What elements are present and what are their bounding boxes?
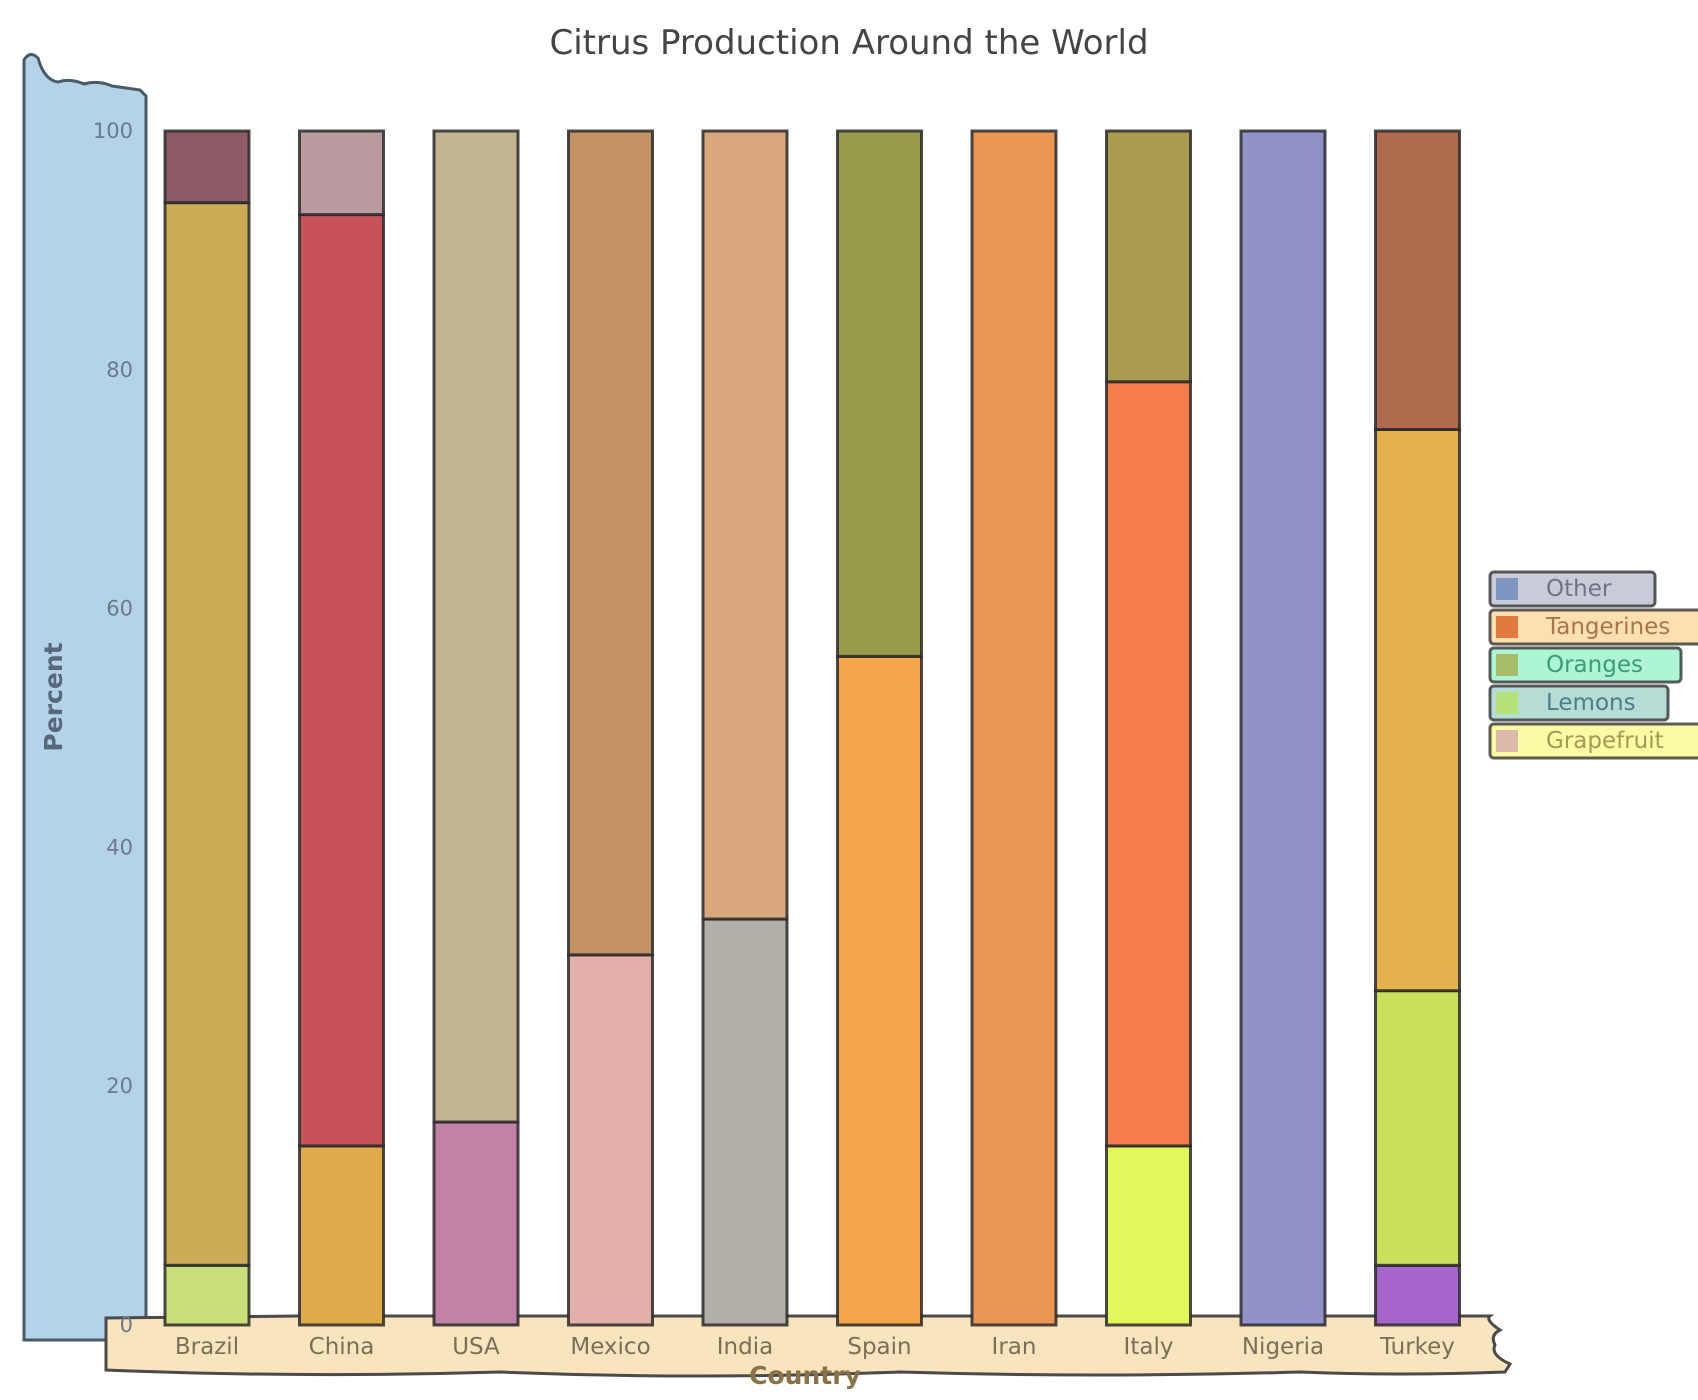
bar-segment — [432, 129, 520, 1124]
legend-swatch — [1496, 616, 1518, 638]
bar-segment — [836, 654, 923, 1327]
bar-segment — [298, 213, 385, 1148]
legend-swatch — [1496, 730, 1518, 752]
bar-segment — [701, 917, 789, 1327]
legend-item: Lemons — [1488, 684, 1670, 722]
bar-segment — [1374, 1263, 1461, 1327]
x-tick-labels: Brazil China USA Mexico India Spain Iran Italy N… — [175, 1334, 1455, 1360]
legend-label: Tangerines — [1545, 614, 1670, 640]
bar-segment — [1374, 989, 1461, 1267]
y-tick-label: 40 — [106, 835, 133, 859]
bar-segment — [567, 953, 654, 1327]
legend-item-box — [1488, 684, 1670, 722]
bar-segment — [1374, 428, 1461, 993]
x-tick-label: Spain — [847, 1334, 911, 1360]
legend: Other Tangerines Oranges Lemons Grapefruit — [1488, 570, 1698, 760]
y-tick-label: 0 — [120, 1313, 133, 1337]
legend-item: Grapefruit — [1488, 722, 1698, 760]
bar-segment — [970, 129, 1058, 1327]
legend-label: Oranges — [1546, 652, 1643, 678]
legend-item-box — [1488, 608, 1698, 646]
legend-item: Other — [1488, 570, 1657, 608]
legend-swatch — [1496, 654, 1518, 676]
x-tick-label: Brazil — [175, 1334, 239, 1360]
x-tick-label: Turkey — [1379, 1334, 1455, 1360]
y-tick-label: 80 — [106, 358, 133, 382]
x-tick-label: Italy — [1124, 1334, 1174, 1360]
legend-item-box — [1488, 722, 1698, 760]
y-tick-labels: 0 20 40 60 80 100 — [93, 119, 133, 1337]
bar-segment — [1239, 129, 1327, 1327]
bar-segment — [432, 1120, 520, 1327]
bar-segment — [298, 129, 385, 217]
legend-item: Oranges — [1488, 646, 1683, 684]
bars — [163, 129, 1461, 1327]
x-tick-label: China — [309, 1334, 375, 1360]
y-tick-label: 20 — [106, 1074, 133, 1098]
bar-segment — [298, 1144, 385, 1327]
legend-label: Grapefruit — [1546, 728, 1664, 754]
bar-segment — [1105, 1144, 1192, 1327]
bar-segment — [163, 1263, 251, 1327]
bar-segment — [1374, 129, 1461, 431]
bar-segment — [701, 129, 789, 921]
x-tick-label: Iran — [992, 1334, 1037, 1360]
x-tick-label: USA — [452, 1334, 500, 1360]
legend-item-box — [1488, 570, 1657, 608]
legend-swatch — [1496, 578, 1518, 600]
y-axis-panel — [22, 53, 148, 1342]
bar-segment — [836, 129, 923, 658]
x-axis-panel — [104, 1314, 1513, 1378]
legend-label: Lemons — [1546, 690, 1636, 716]
y-tick-label: 60 — [106, 597, 133, 621]
legend-item: Tangerines — [1488, 608, 1698, 646]
x-tick-label: Nigeria — [1242, 1334, 1324, 1360]
legend-item-box — [1488, 646, 1683, 684]
x-tick-label: Mexico — [570, 1334, 650, 1360]
bar-segment — [1105, 380, 1192, 1148]
x-axis-title: Country — [749, 1361, 861, 1390]
bar-segment — [163, 129, 251, 205]
bar-segment — [1105, 129, 1192, 384]
legend-label: Other — [1546, 576, 1612, 602]
y-tick-label: 100 — [93, 119, 133, 143]
bar-segment — [567, 129, 654, 957]
bar-segment — [163, 201, 251, 1267]
y-axis-title: Percent — [39, 642, 68, 751]
x-tick-label: India — [717, 1334, 773, 1360]
chart-title: Citrus Production Around the World — [549, 23, 1148, 63]
legend-swatch — [1496, 692, 1518, 714]
